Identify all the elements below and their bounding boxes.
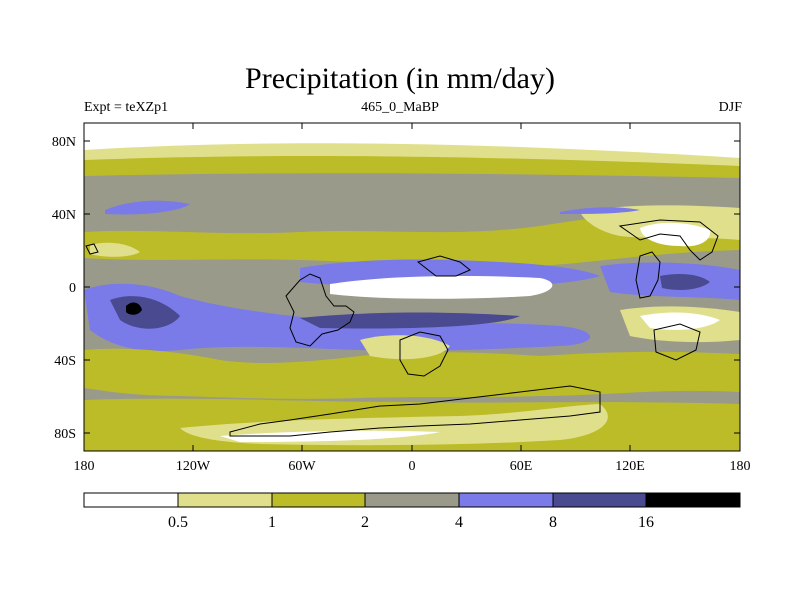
lon-label-0: 0 xyxy=(409,459,416,474)
coastline-antarctica xyxy=(229,385,601,437)
colorbar-label-16: 16 xyxy=(638,514,654,531)
region-south-black xyxy=(126,302,142,315)
coastline-asia xyxy=(618,219,719,261)
coastline-se-asia xyxy=(635,251,661,299)
colorbar-box-1 xyxy=(83,492,179,508)
map-field xyxy=(84,123,740,451)
colorbar-box-4 xyxy=(364,492,460,508)
region-east-darkblue xyxy=(660,274,710,290)
lon-label-120e: 120E xyxy=(615,459,645,474)
lat-label-80n: 80N xyxy=(52,135,76,150)
streak-south-darkblue xyxy=(300,312,520,329)
lat-label-40n: 40N xyxy=(52,208,76,223)
colorbar-box-3 xyxy=(271,492,366,508)
colorbar-box-7 xyxy=(645,492,741,508)
colorbar-label-4: 4 xyxy=(455,514,463,531)
colorbar-box-5 xyxy=(458,492,554,508)
band-polar-white xyxy=(220,430,440,442)
streak-north-blue-2 xyxy=(560,207,640,214)
colorbar-box-6 xyxy=(552,492,647,508)
lon-label-120w: 120W xyxy=(176,459,211,474)
region-west-yellow xyxy=(90,242,140,257)
plot-title: Precipitation (in mm/day) xyxy=(245,62,555,95)
lat-ticks xyxy=(84,140,740,434)
lat-label-40s: 40S xyxy=(54,354,76,369)
lon-label-180w: 180 xyxy=(74,459,95,474)
region-africa-yellow xyxy=(360,335,450,360)
band-south-blue xyxy=(84,283,590,352)
lon-label-60w: 60W xyxy=(288,459,316,474)
coastline-island xyxy=(85,243,99,255)
lon-ticks xyxy=(192,123,631,451)
lon-label-180e: 180 xyxy=(730,459,751,474)
lat-label-80s: 80S xyxy=(54,427,76,442)
belt-equatorial-white xyxy=(330,276,553,299)
coastlines xyxy=(85,219,719,437)
coastline-europe xyxy=(416,255,471,277)
coastline-australia xyxy=(653,323,701,361)
lon-label-60e: 60E xyxy=(510,459,533,474)
colorbar-label-0-5: 0.5 xyxy=(168,514,188,531)
colorbar-label-2: 2 xyxy=(361,514,369,531)
region-southeast-white xyxy=(640,312,720,330)
colorbar-label-8: 8 xyxy=(549,514,557,531)
band-south-olive xyxy=(84,348,740,399)
band-north-olive xyxy=(84,156,740,178)
season-label: DJF xyxy=(718,100,742,115)
time-label: 465_0_MaBP xyxy=(361,100,439,115)
colorbar-box-2 xyxy=(177,492,273,508)
experiment-label: Expt = teXZp1 xyxy=(84,100,169,115)
region-north-olive xyxy=(84,212,740,268)
streak-north-blue-1 xyxy=(105,200,190,215)
region-asia-white xyxy=(640,222,711,247)
coastline-africa xyxy=(399,331,449,377)
lat-label-0: 0 xyxy=(69,281,76,296)
coastline-south-america xyxy=(285,273,355,347)
region-south-darkblue xyxy=(110,296,180,329)
colorbar: 0.5 1 2 4 8 16 xyxy=(83,492,741,531)
colorbar-label-1: 1 xyxy=(268,514,276,531)
